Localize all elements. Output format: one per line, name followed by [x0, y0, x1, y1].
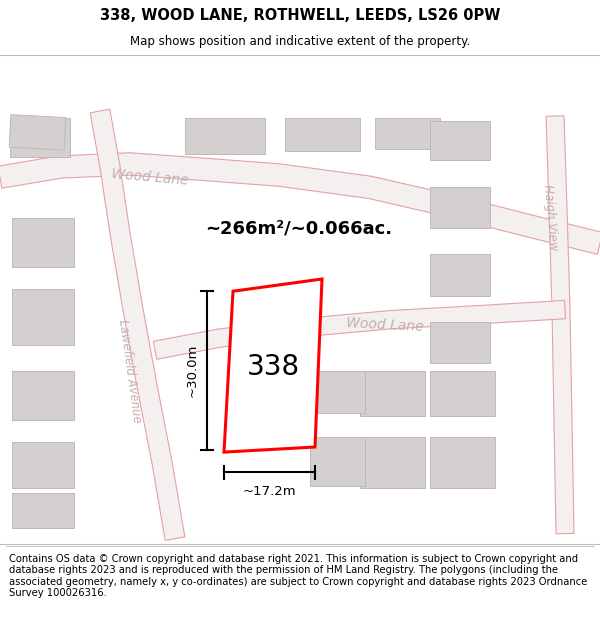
Polygon shape [12, 442, 74, 488]
Polygon shape [310, 371, 365, 413]
Polygon shape [430, 322, 490, 362]
Polygon shape [360, 437, 425, 488]
Polygon shape [375, 118, 440, 149]
Text: ~30.0m: ~30.0m [186, 344, 199, 398]
Polygon shape [12, 493, 74, 529]
Text: Lawefield Avenue: Lawefield Avenue [116, 318, 143, 423]
Polygon shape [430, 371, 495, 416]
Text: ~266m²/~0.066ac.: ~266m²/~0.066ac. [205, 219, 392, 237]
Polygon shape [12, 289, 74, 345]
Text: 338: 338 [247, 353, 300, 381]
Polygon shape [430, 437, 495, 488]
Polygon shape [154, 301, 566, 359]
Text: ~17.2m: ~17.2m [242, 485, 296, 498]
Polygon shape [310, 437, 365, 486]
Polygon shape [430, 254, 490, 296]
Polygon shape [546, 116, 574, 534]
Polygon shape [430, 121, 490, 160]
Text: Contains OS data © Crown copyright and database right 2021. This information is : Contains OS data © Crown copyright and d… [9, 554, 587, 598]
Polygon shape [0, 152, 600, 254]
Text: Wood Lane: Wood Lane [111, 167, 189, 187]
Polygon shape [9, 114, 66, 150]
Polygon shape [430, 188, 490, 228]
Polygon shape [224, 279, 322, 452]
Polygon shape [10, 118, 70, 157]
Text: Haigh View: Haigh View [541, 184, 559, 251]
Polygon shape [185, 118, 265, 154]
Polygon shape [12, 371, 74, 419]
Text: Map shows position and indicative extent of the property.: Map shows position and indicative extent… [130, 35, 470, 48]
Polygon shape [360, 371, 425, 416]
Text: 338, WOOD LANE, ROTHWELL, LEEDS, LS26 0PW: 338, WOOD LANE, ROTHWELL, LEEDS, LS26 0P… [100, 8, 500, 23]
Polygon shape [285, 118, 360, 151]
Polygon shape [90, 109, 185, 541]
Text: Wood Lane: Wood Lane [346, 316, 424, 334]
Polygon shape [12, 218, 74, 267]
